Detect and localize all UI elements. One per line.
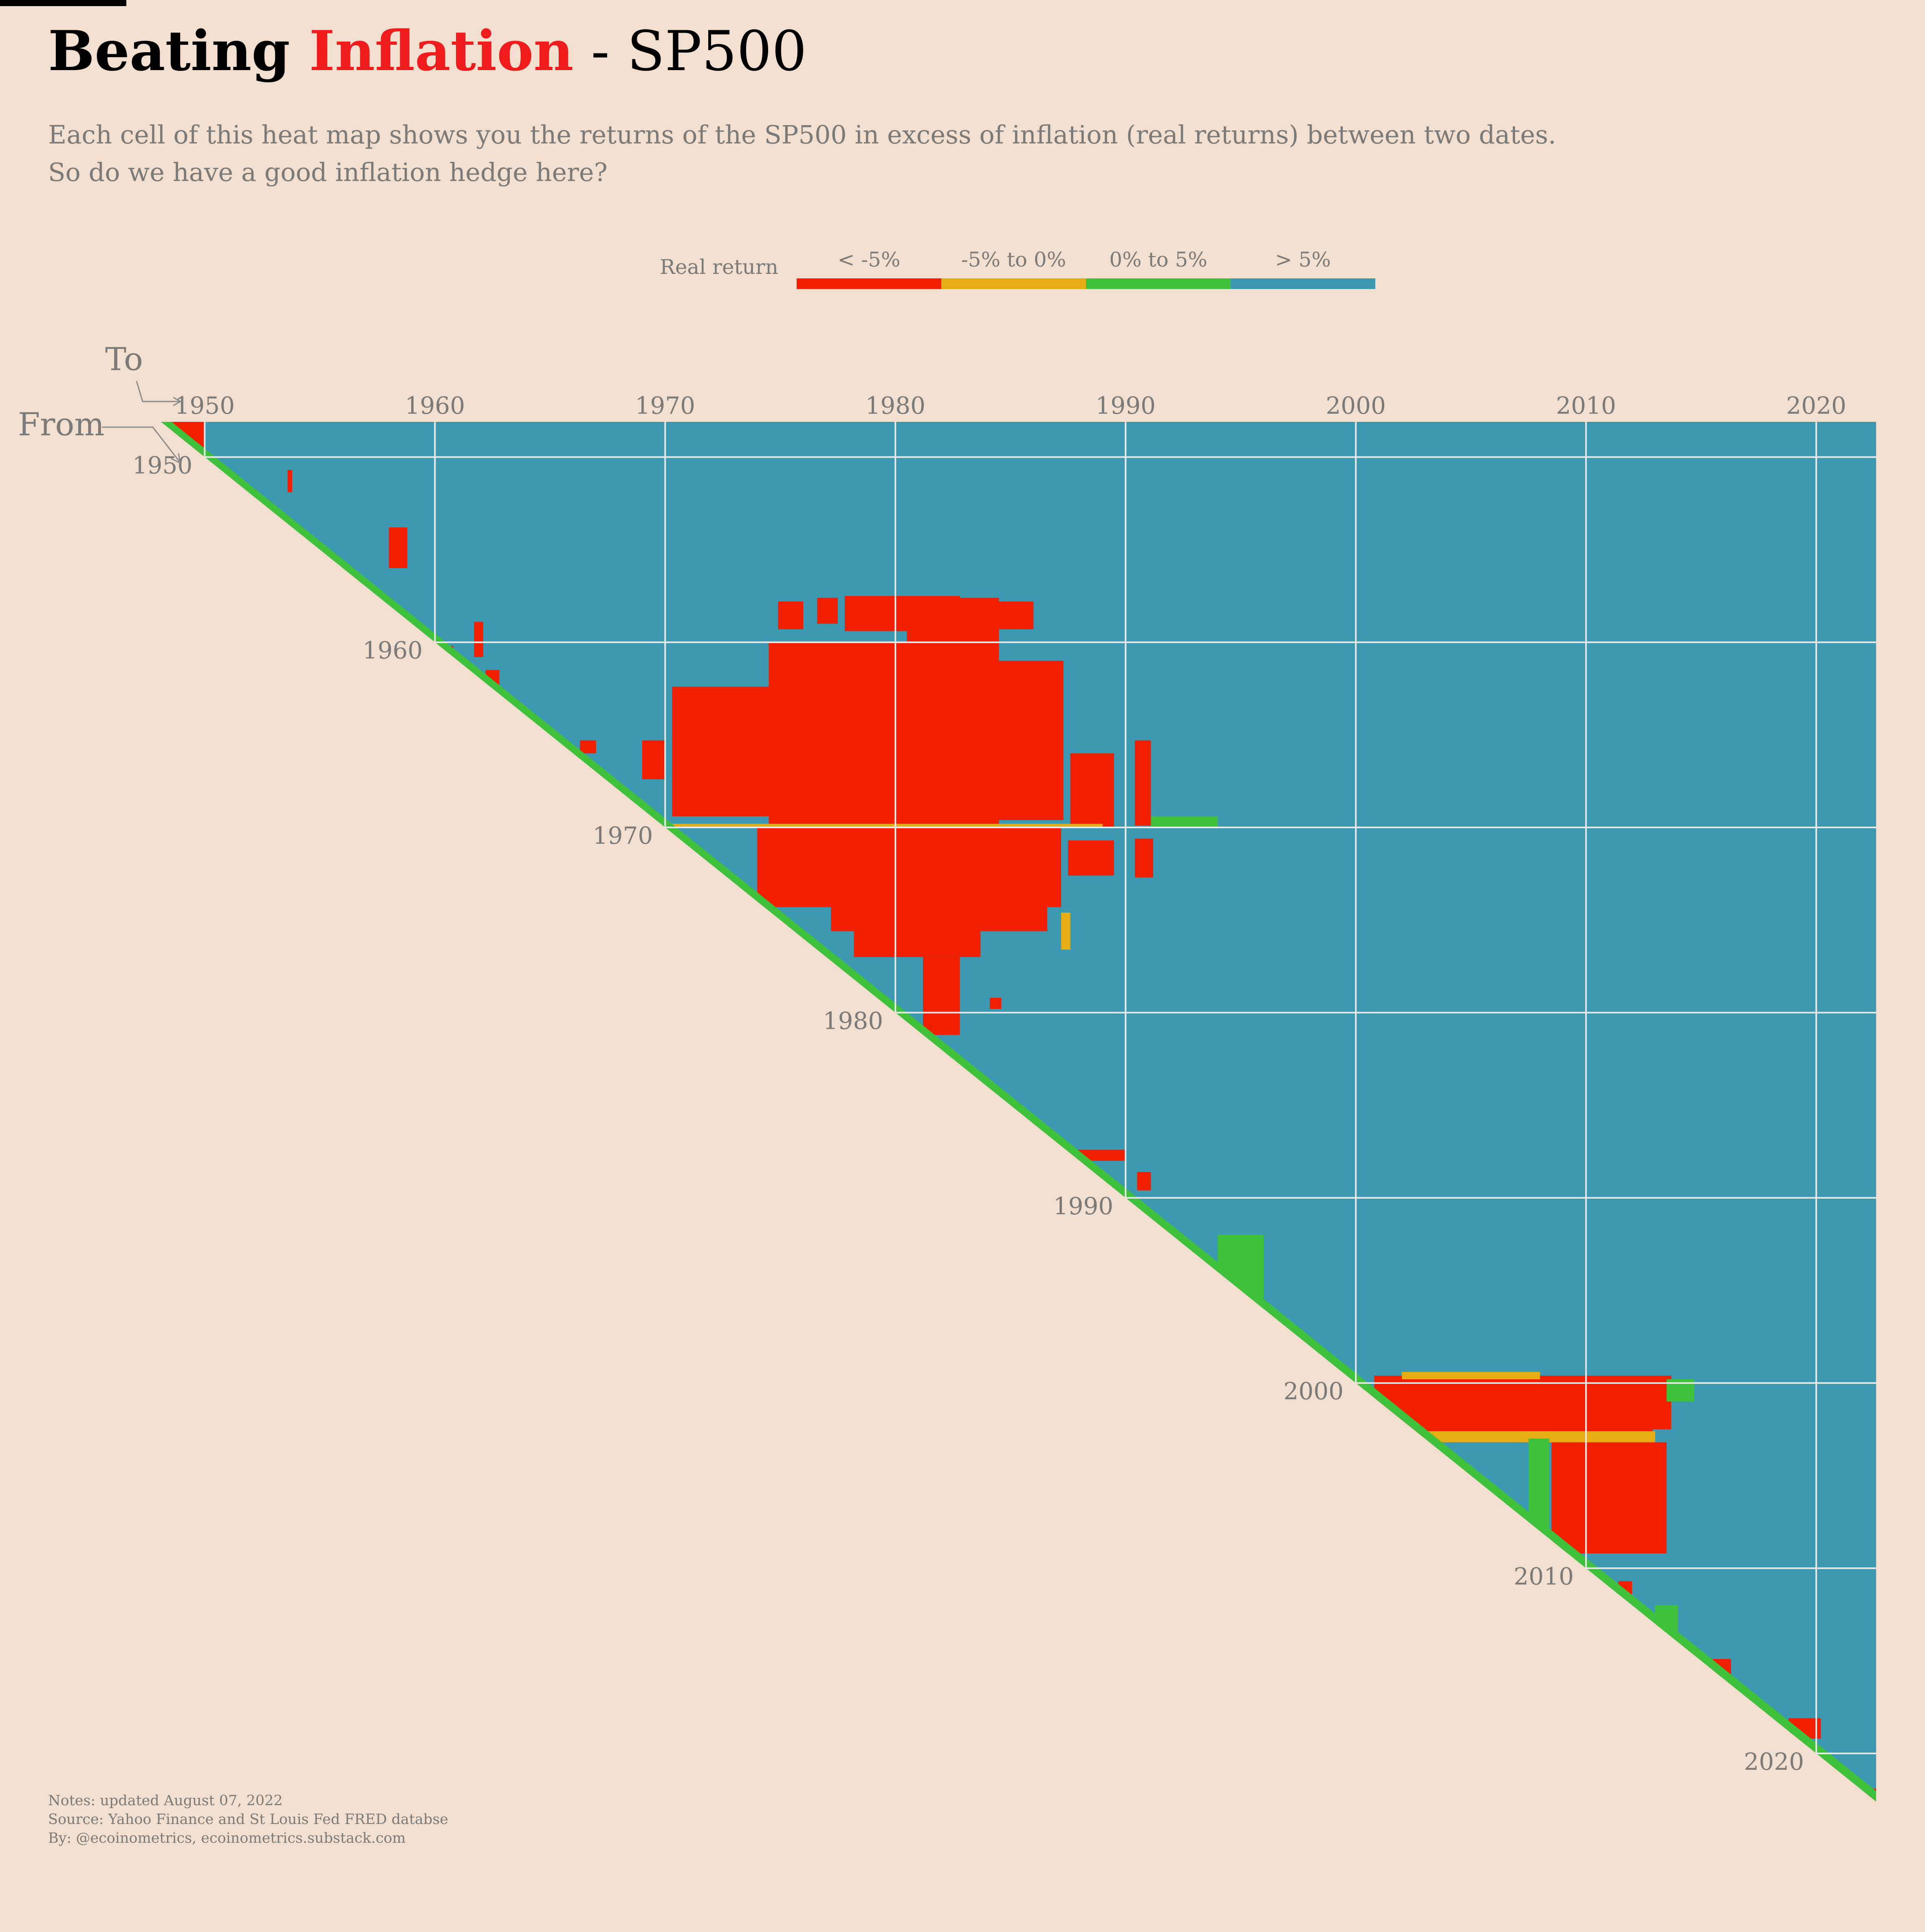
legend-swatch-1 [941,278,1086,289]
y-tick-label: 1990 [1053,1192,1114,1220]
heatmap-region [757,827,1062,907]
legend: Real return < -5% -5% to 0% 0% to 5% > 5% [660,248,1375,289]
heatmap-region [370,611,389,628]
chart-title: Beating Inflation - SP500 [48,16,807,86]
legend-swatch-3 [1231,278,1375,289]
heatmap-region [854,931,981,957]
legend-swatch-0 [797,278,941,289]
heatmap-region [1061,913,1070,950]
heatmap-region [989,998,1002,1009]
x-tick-label: 2020 [1786,392,1846,419]
heatmap-region [831,907,1048,931]
x-tick-label: 1980 [865,392,925,419]
heatmap-region [778,601,804,629]
x-tick-label: 2010 [1556,392,1616,419]
heatmap-region [1402,1372,1540,1380]
footnote-notes: Notes: updated August 07, 2022 [48,1793,283,1809]
heatmap-region [573,823,1103,828]
footnote-source: Source: Yahoo Finance and St Louis Fed F… [48,1811,448,1828]
heatmap-region [769,642,907,824]
heatmap-region [999,661,1064,820]
y-tick-label: 2000 [1284,1377,1344,1405]
heatmap-region [1137,1172,1151,1191]
y-tick-label: 1980 [823,1007,883,1034]
heatmap-region [1551,1442,1667,1554]
subtitle-line-1: Each cell of this heat map shows you the… [48,120,1556,150]
heatmap-cells [161,422,1876,1802]
heatmap-region [672,686,785,816]
x-tick-label: 1970 [635,392,695,419]
diagonal-band [161,422,1876,1802]
heatmap-region [580,740,596,754]
heatmap-region [844,596,960,631]
footnote-byline: By: @ecoinometrics, ecoinometrics.substa… [48,1830,406,1846]
heatmap-region [817,598,838,624]
heatmap-region [474,622,483,657]
y-tick-label: 2020 [1744,1748,1804,1775]
axis-corner-labels: To From [18,341,182,464]
heatmap-region [923,957,960,1035]
heatmap-region [642,740,665,779]
x-axis-ticks: 1950 1960 1970 1980 1990 2000 2010 2020 [175,392,1846,419]
subtitle-line-2: So do we have a good inflation hedge her… [48,157,608,187]
to-axis-label: To [105,341,143,378]
top-accent-bar [0,0,126,6]
legend-label-1: -5% to 0% [961,248,1066,271]
legend-label-3: > 5% [1275,248,1331,271]
heatmap-region [1134,838,1154,878]
x-tick-label: 1960 [405,392,465,419]
heatmap-region [1134,740,1151,826]
to-arrow-head [173,397,182,406]
heatmap-region [389,527,407,568]
legend-label-0: < -5% [837,248,900,271]
to-arrow-line [136,381,179,402]
heatmap-region [287,470,293,492]
title-part-beating: Beating [48,18,309,83]
y-tick-label: 1970 [593,822,653,849]
y-tick-label: 2010 [1514,1563,1574,1590]
heatmap-region [1068,840,1114,876]
from-arrow-line [102,426,180,462]
heatmap-region [1151,816,1218,828]
legend-title: Real return [660,255,778,279]
y-tick-label: 1960 [363,637,423,664]
heatmap-region [1070,753,1114,828]
legend-label-2: 0% to 5% [1109,248,1207,271]
chart-subtitle: Each cell of this heat map shows you the… [48,116,1597,191]
y-axis-ticks: 1950 1960 1970 1980 1990 2000 2010 2020 [132,451,1804,1775]
x-tick-label: 1950 [175,392,235,419]
x-tick-label: 2000 [1326,392,1386,419]
heatmap-region [980,601,1034,629]
heatmap-region [907,598,999,824]
title-part-inflation: Inflation [309,18,574,83]
footnotes: Notes: updated August 07, 2022 Source: Y… [48,1791,448,1848]
legend-swatch-2 [1086,278,1231,289]
from-arrow-head [171,453,181,464]
x-tick-label: 1990 [1095,392,1156,419]
from-axis-label: From [18,406,104,443]
y-tick-label: 1950 [132,451,193,479]
title-part-sp500: - SP500 [573,19,807,83]
